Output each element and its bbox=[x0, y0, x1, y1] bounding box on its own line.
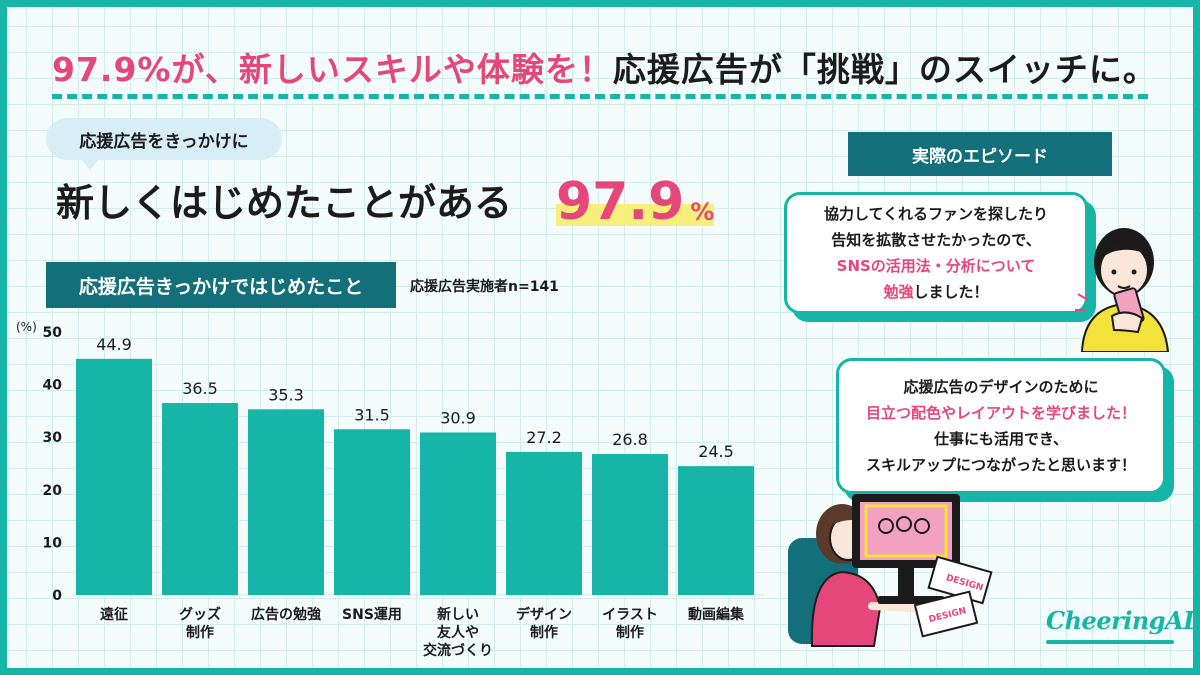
data-label: 27.2 bbox=[526, 428, 562, 447]
bar-chart: (%)0102030405044.9遠征36.5グッズ制作35.3広告の勉強31… bbox=[16, 320, 764, 659]
cheeringad-logo: CheeringAD bbox=[1046, 606, 1200, 635]
y-tick-label: 20 bbox=[43, 483, 63, 499]
episode-card-1: 協力してくれるファンを探したり 告知を拡散させたかったので、 SNSの活用法・分… bbox=[784, 192, 1088, 314]
bar bbox=[506, 451, 582, 595]
x-tick-label: 制作 bbox=[186, 624, 214, 641]
data-label: 35.3 bbox=[268, 385, 304, 404]
episode-2-line-3: 仕事にも活用でき、 bbox=[934, 430, 1068, 448]
x-tick-label: イラスト bbox=[602, 607, 658, 623]
episode-2-highlight: 目立つ配色やレイアウトを学びました！ bbox=[865, 403, 1136, 422]
x-tick-label: 遠征 bbox=[100, 606, 128, 623]
x-tick-label: 制作 bbox=[616, 624, 644, 641]
highlight-percentage: 97.9 % bbox=[556, 162, 715, 232]
episode-1-line-4: 勉強しました！ bbox=[787, 279, 1085, 305]
y-tick-label: 30 bbox=[43, 430, 63, 446]
big-statement: 新しくはじめたことがある bbox=[56, 181, 513, 225]
y-axis-unit-label: (%) bbox=[16, 320, 37, 334]
episode-card-2: 応援広告のデザインのために 目立つ配色やレイアウトを学びました！ 仕事にも活用で… bbox=[836, 358, 1166, 494]
intro-bubble: 応援広告をきっかけに bbox=[46, 118, 282, 170]
data-label: 44.9 bbox=[96, 335, 132, 354]
highlight-unit: % bbox=[690, 198, 715, 226]
data-label: 30.9 bbox=[440, 408, 476, 427]
episode-2-line-4: スキルアップにつながったと思います！ bbox=[865, 456, 1136, 475]
marker-highlight bbox=[556, 204, 715, 226]
bar bbox=[334, 429, 410, 595]
episode-1-highlight-2: 勉強 bbox=[883, 283, 914, 302]
x-tick-label: 制作 bbox=[530, 624, 558, 641]
logo-underline bbox=[1046, 640, 1174, 644]
bar bbox=[592, 454, 668, 595]
y-tick-label: 40 bbox=[43, 378, 63, 394]
y-tick-label: 0 bbox=[52, 588, 62, 604]
episode-1-line-2: 告知を拡散させたかったので、 bbox=[831, 230, 1041, 249]
bar bbox=[420, 432, 496, 595]
x-tick-label: 友人や bbox=[437, 624, 479, 641]
highlight-value: 97.9 bbox=[556, 172, 685, 232]
designer-illustration: DESIGN DESIGN bbox=[788, 494, 993, 647]
woman-phone-illustration bbox=[1075, 228, 1170, 352]
data-label: 24.5 bbox=[698, 442, 734, 461]
data-label: 26.8 bbox=[612, 430, 648, 449]
data-label: 31.5 bbox=[354, 405, 390, 424]
x-tick-label: 動画編集 bbox=[688, 606, 745, 623]
sample-size-note: 応援広告実施者n=141 bbox=[410, 279, 559, 295]
y-tick-label: 10 bbox=[43, 535, 63, 551]
x-tick-label: 広告の勉強 bbox=[251, 606, 321, 623]
x-tick-label: 新しい bbox=[437, 606, 479, 623]
bar bbox=[76, 358, 152, 595]
bar bbox=[248, 409, 324, 595]
headline-dark: 応援広告が「挑戦」のスイッチに。 bbox=[612, 50, 1157, 89]
headline-divider bbox=[52, 94, 1148, 99]
episode-1-line-4-rest: しました！ bbox=[913, 283, 989, 302]
episode-1-line-1: 協力してくれるファンを探したり bbox=[823, 204, 1049, 223]
headline-pink: 97.9%が、新しいスキルや体験を！ bbox=[52, 50, 613, 89]
x-tick-label: デザイン bbox=[516, 606, 572, 623]
y-tick-label: 50 bbox=[43, 325, 63, 341]
x-tick-label: グッズ bbox=[179, 606, 221, 623]
data-label: 36.5 bbox=[182, 379, 218, 398]
x-tick-label: 交流づくり bbox=[423, 642, 493, 659]
bar bbox=[678, 466, 754, 595]
x-tick-label: SNS運用 bbox=[342, 607, 402, 623]
bar bbox=[162, 403, 238, 595]
headline: 97.9%が、新しいスキルや体験を！ 応援広告が「挑戦」のスイッチに。 bbox=[52, 40, 1157, 94]
episode-2-line-1: 応援広告のデザインのために bbox=[903, 377, 1099, 396]
episode-1-highlight: SNSの活用法・分析について bbox=[836, 257, 1036, 275]
chart-title: 応援広告きっかけではじめたこと bbox=[46, 262, 396, 308]
episodes-header: 実際のエピソード bbox=[848, 132, 1112, 176]
